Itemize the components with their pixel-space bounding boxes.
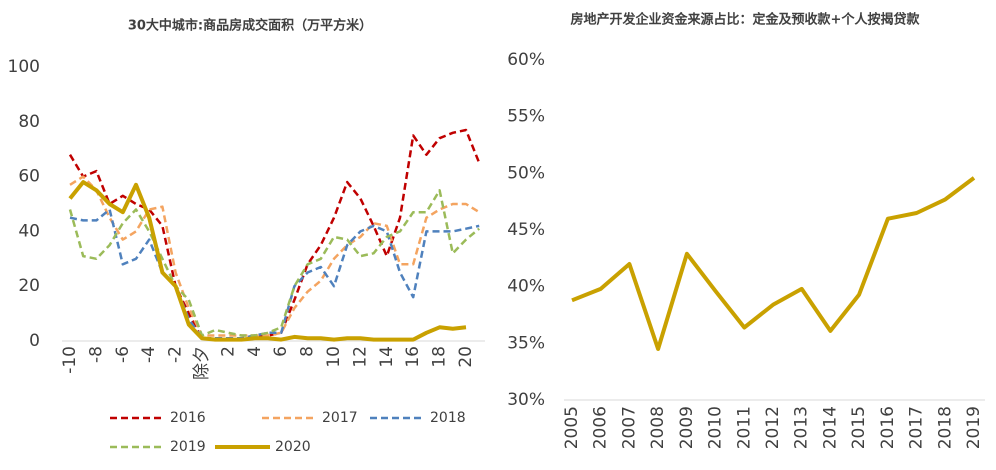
y-tick-label: 30%: [507, 390, 545, 410]
x-tick-label: 4: [245, 346, 265, 357]
x-tick-label: 8: [298, 346, 318, 357]
x-tick-label: -10: [60, 346, 80, 374]
x-tick-label: -2: [166, 346, 186, 363]
series-line: [69, 208, 480, 340]
x-tick-label: 18: [430, 346, 450, 368]
x-tick-label: -6: [113, 346, 133, 363]
x-tick-label: 2010: [706, 406, 726, 449]
y-tick-label: 40%: [507, 277, 545, 297]
x-tick-label: -4: [139, 346, 159, 363]
y-tick-label: 45%: [507, 220, 545, 240]
x-tick-label: 2017: [907, 406, 927, 449]
series-line: [68, 189, 480, 337]
legend-label: 2017: [322, 410, 358, 426]
x-tick-label: 2019: [964, 406, 984, 449]
y-tick-label: 80: [18, 112, 40, 132]
legend-label: 2020: [275, 439, 311, 455]
x-tick-label: 12: [350, 346, 370, 368]
x-tick-label: 2008: [648, 406, 668, 449]
x-tick-label: 除夕: [192, 346, 212, 380]
x-tick-label: 2006: [591, 406, 611, 449]
x-tick-label: 2013: [792, 406, 812, 449]
x-tick-label: 14: [377, 346, 397, 368]
y-tick-label: 60%: [507, 50, 545, 70]
y-tick-label: 20: [18, 276, 40, 296]
y-tick-label: 50%: [507, 163, 545, 183]
series-line: [571, 176, 976, 351]
x-tick-label: 2012: [763, 406, 783, 449]
series-line: [69, 175, 480, 337]
x-tick-label: -8: [86, 346, 106, 363]
x-tick-label: 2014: [820, 406, 840, 449]
x-tick-label: 2007: [619, 406, 639, 449]
y-tick-label: 60: [18, 167, 40, 187]
x-tick-label: 2018: [935, 406, 955, 449]
x-tick-label: 16: [403, 346, 423, 368]
x-tick-label: 2015: [849, 406, 869, 449]
x-tick-label: 10: [324, 346, 344, 368]
x-tick-label: 6: [271, 346, 291, 357]
legend-label: 2019: [170, 439, 206, 455]
y-tick-label: 0: [29, 331, 40, 351]
x-tick-label: 2011: [734, 406, 754, 449]
y-tick-label: 55%: [507, 107, 545, 127]
chart-title: 房地产开发企业资金来源占比：定金及预收款+个人按揭贷款: [571, 12, 921, 28]
x-tick-label: 2009: [677, 406, 697, 449]
legend-label: 2018: [430, 410, 466, 426]
x-tick-label: 2016: [878, 406, 898, 449]
y-tick-label: 35%: [507, 333, 545, 353]
x-tick-label: 2005: [562, 406, 582, 449]
y-tick-label: 100: [8, 57, 40, 77]
y-tick-label: 40: [18, 221, 40, 241]
x-tick-label: 20: [456, 346, 476, 368]
chart-title: 30大中城市:商品房成交面积（万平方米）: [128, 18, 372, 34]
legend-label: 2016: [170, 410, 206, 426]
series-line: [68, 180, 467, 342]
x-tick-label: 2: [218, 346, 238, 357]
